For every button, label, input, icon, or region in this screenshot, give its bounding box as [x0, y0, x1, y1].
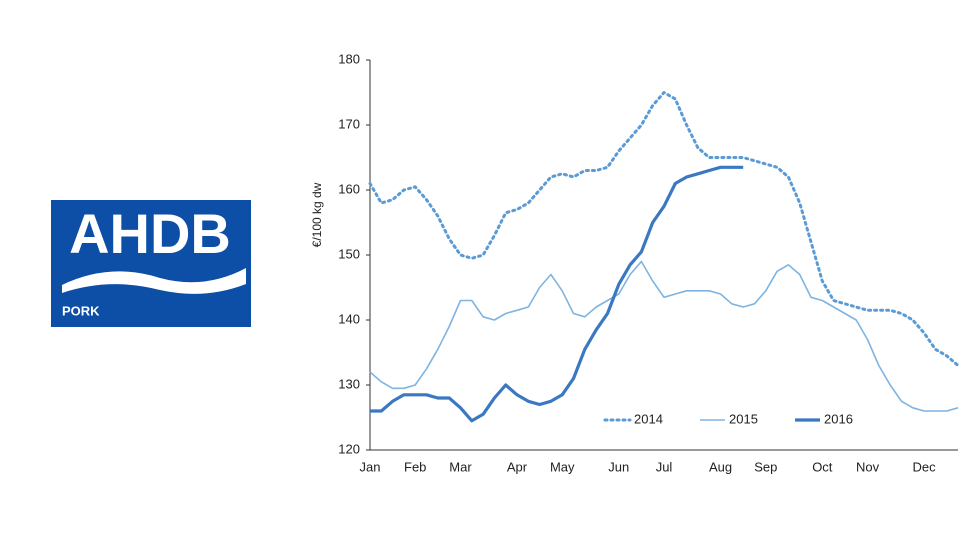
- y-tick-label: 140: [338, 311, 360, 326]
- x-tick-label: Apr: [507, 459, 528, 474]
- y-tick-label: 130: [338, 376, 360, 391]
- y-axis-label: €/100 kg dw: [310, 182, 324, 247]
- logo-title: AHDB: [69, 202, 231, 265]
- x-tick-label: Aug: [709, 459, 732, 474]
- legend-label: 2015: [729, 411, 758, 426]
- logo-subtitle: PORK: [62, 303, 100, 318]
- logo-box: [51, 200, 251, 327]
- x-tick-label: Dec: [913, 459, 937, 474]
- series-line: [369, 260, 959, 412]
- x-tick-label: Jun: [608, 459, 629, 474]
- x-tick-label: Jan: [360, 459, 381, 474]
- y-tick-label: 160: [338, 181, 360, 196]
- x-tick-label: Mar: [449, 459, 472, 474]
- legend-label: 2014: [634, 411, 663, 426]
- y-tick-label: 120: [338, 441, 360, 456]
- series-line: [368, 91, 960, 367]
- series-line: [370, 165, 744, 423]
- x-tick-label: Feb: [404, 459, 426, 474]
- y-tick-label: 180: [338, 51, 360, 66]
- x-tick-label: Oct: [812, 459, 833, 474]
- x-tick-label: Nov: [856, 459, 880, 474]
- legend-label: 2016: [824, 411, 853, 426]
- x-tick-label: Sep: [754, 459, 777, 474]
- x-tick-label: Jul: [656, 459, 673, 474]
- y-tick-label: 150: [338, 246, 360, 261]
- y-tick-label: 170: [338, 116, 360, 131]
- logo-wave: [62, 268, 246, 294]
- x-tick-label: May: [550, 459, 575, 474]
- logo: AHDB PORK: [51, 200, 251, 327]
